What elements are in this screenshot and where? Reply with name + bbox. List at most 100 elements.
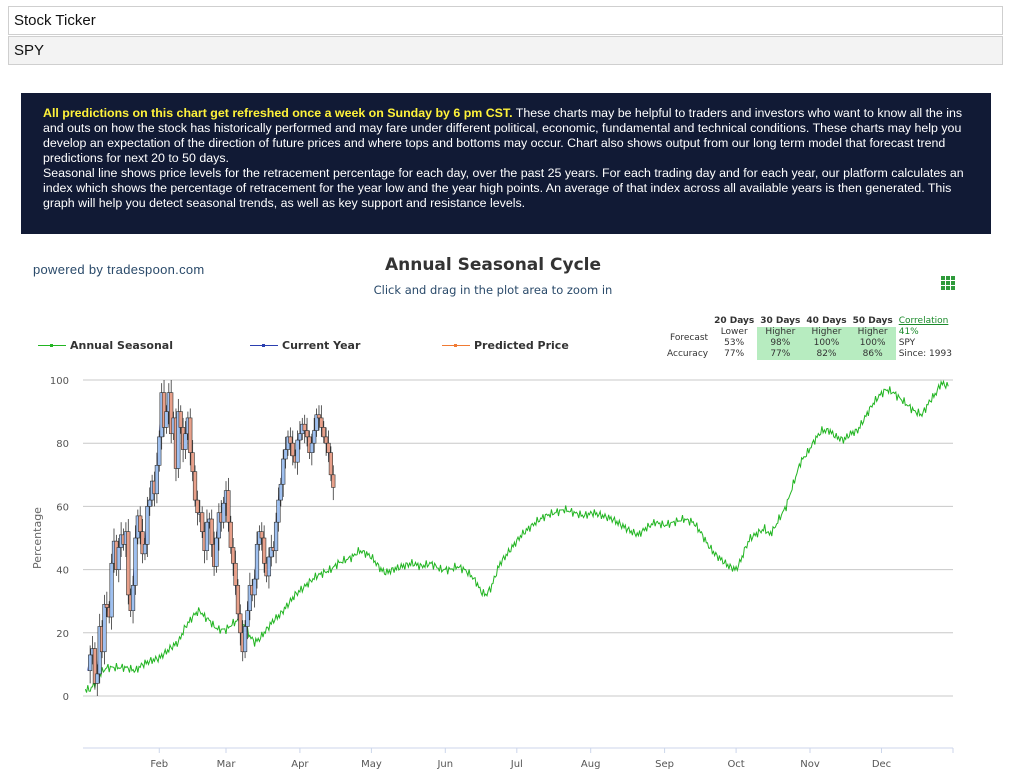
candle-body <box>147 499 152 507</box>
info-banner: All predictions on this chart get refres… <box>21 93 991 234</box>
forecast-header-20: 20 Days <box>714 316 755 326</box>
forecast-pct-50: 100% <box>849 338 896 349</box>
candle-body <box>288 436 293 444</box>
candle-body <box>235 585 241 615</box>
y-axis-ticks: 0 20 40 60 80 100 <box>50 376 69 703</box>
legend-current-year[interactable]: Current Year <box>250 339 360 352</box>
candle-body <box>278 483 283 501</box>
x-tick-label: Mar <box>217 759 237 770</box>
candle-body <box>92 648 98 684</box>
candle-body <box>130 585 136 611</box>
current-year-series <box>87 380 336 696</box>
candle-body <box>142 544 148 555</box>
correlation-link[interactable]: Correlation <box>898 316 949 326</box>
candle-body <box>214 537 219 567</box>
candle-body <box>252 578 257 596</box>
x-tick-label: Jun <box>436 759 453 770</box>
info-text-1: These charts may be helpful to traders a… <box>43 106 963 165</box>
legend-marker-current <box>250 344 278 347</box>
correlation-value: 41% <box>898 327 919 337</box>
candle-body <box>138 515 143 532</box>
forecast-header-30: 30 Days <box>760 316 801 326</box>
candle-body <box>228 521 233 548</box>
legend-predicted-price[interactable]: Predicted Price <box>442 339 569 352</box>
stock-ticker-input[interactable]: SPY <box>8 36 1003 65</box>
forecast-pct-30: 98% <box>757 338 804 349</box>
candle-body <box>314 414 319 431</box>
accuracy-row-label: Accuracy <box>667 349 709 359</box>
chart-menu-icon[interactable] <box>941 276 955 290</box>
stock-ticker-label: Stock Ticker <box>8 6 1003 35</box>
candle-body <box>238 613 243 634</box>
candle-body <box>247 585 252 611</box>
candle-body <box>262 537 267 564</box>
candle-body <box>226 490 231 523</box>
y-tick-label: 40 <box>56 566 69 577</box>
correlation-symbol: SPY <box>898 338 916 348</box>
accuracy-20: 77% <box>724 349 745 359</box>
candle-body <box>204 521 210 551</box>
candle-body <box>259 531 264 539</box>
info-paragraph-2: Seasonal line shows price levels for the… <box>43 166 964 210</box>
x-tick-label: Aug <box>581 759 601 770</box>
x-axis-ticks: Feb Mar Apr May Jun Jul Aug Sep Oct Nov Dec <box>83 747 954 770</box>
x-tick-label: Nov <box>800 759 820 770</box>
x-tick-label: Oct <box>727 759 744 770</box>
candle-body <box>145 506 150 545</box>
seasonal-line <box>84 379 949 693</box>
candle-body <box>221 502 226 523</box>
forecast-row-label: Forecast <box>670 332 709 343</box>
candle-body <box>169 392 174 435</box>
candle-body <box>295 439 300 463</box>
candle-body <box>302 423 307 431</box>
candle-body <box>319 417 324 428</box>
forecast-header-40: 40 Days <box>806 316 847 326</box>
candle-body <box>231 547 236 564</box>
y-tick-label: 100 <box>50 376 69 387</box>
legend-label-predicted: Predicted Price <box>474 339 569 352</box>
forecast-dir-50: Higher <box>849 327 896 338</box>
forecast-table: 20 Days 30 Days 40 Days 50 Days Correlat… <box>664 316 955 360</box>
candle-body <box>283 449 288 460</box>
forecast-dir-30: Higher <box>757 327 804 338</box>
candle-body <box>200 512 205 532</box>
candle-body <box>321 427 326 438</box>
candle-body <box>316 414 322 419</box>
candle-body <box>269 547 274 558</box>
candle-body <box>324 436 329 444</box>
candle-body <box>304 430 310 438</box>
accuracy-30: 77% <box>757 349 804 360</box>
chart-subtitle: Click and drag in the plot area to zoom … <box>373 283 613 297</box>
forecast-dir-40: Higher <box>803 327 850 338</box>
legend-label-seasonal: Annual Seasonal <box>70 339 173 352</box>
info-paragraph-1: All predictions on this chart get refres… <box>43 106 969 166</box>
candle-body <box>309 442 314 453</box>
x-tick-label: Jul <box>510 759 523 770</box>
candle-body <box>281 458 286 485</box>
y-tick-label: 20 <box>56 629 69 640</box>
legend-marker-predicted <box>442 344 470 347</box>
candle-body <box>140 531 145 555</box>
y-tick-label: 80 <box>56 439 69 450</box>
candle-body <box>326 442 331 453</box>
candle-body <box>276 499 281 523</box>
candle-body <box>245 610 250 627</box>
legend-label-current: Current Year <box>282 339 361 352</box>
powered-by-link[interactable]: powered by tradespoon.com <box>33 262 205 277</box>
candle-body <box>273 521 279 551</box>
candle-body <box>195 499 200 514</box>
correlation-since: Since: 1993 <box>898 349 952 359</box>
candle-body <box>312 430 317 444</box>
grid-lines <box>83 379 953 697</box>
candle-body <box>104 604 109 608</box>
candle-body <box>161 392 167 428</box>
info-highlight: All predictions on this chart get refres… <box>43 106 513 120</box>
y-axis-title: Percentage <box>31 507 44 569</box>
x-tick-label: Feb <box>150 759 168 770</box>
legend-annual-seasonal[interactable]: Annual Seasonal <box>38 339 173 352</box>
seasonal-series <box>84 379 949 693</box>
candle-body <box>95 673 100 684</box>
seasonal-chart[interactable]: 0 20 40 60 80 100 Feb Mar Apr May Jun Jul Aug Sep Oct… <box>0 370 1010 772</box>
accuracy-50: 86% <box>849 349 896 360</box>
candle-body <box>331 474 336 488</box>
